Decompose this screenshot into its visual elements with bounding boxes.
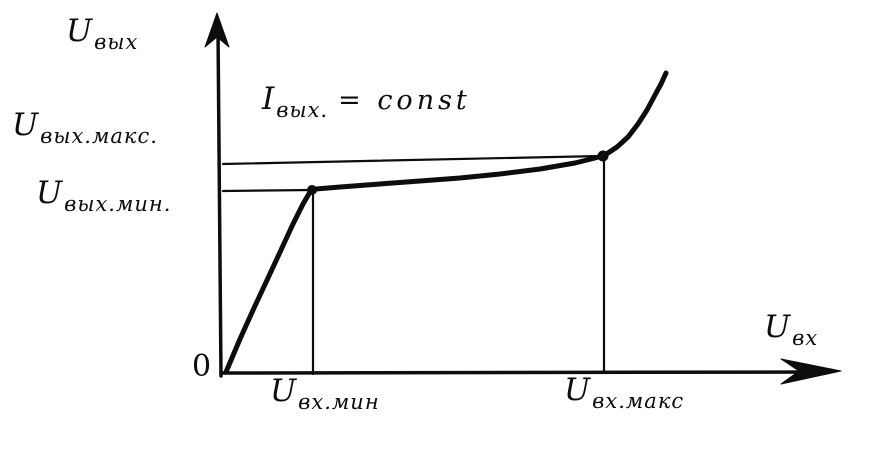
y-tick-label-uvyh-max: Uвых.макс. xyxy=(12,110,158,147)
x-min-symbol: U xyxy=(270,373,298,409)
reference-lines xyxy=(221,154,606,376)
x-tick-label-uvh-min: Uвх.мин xyxy=(270,376,380,413)
origin-label: 0 xyxy=(192,349,212,384)
y-tick-label-uvyh-min: Uвых.мин. xyxy=(36,178,171,215)
y-max-subscript: вых.макс. xyxy=(40,124,158,148)
y-axis-title-symbol: U xyxy=(66,13,94,49)
x-axis-title: Uвх xyxy=(764,312,818,349)
x-max-symbol: U xyxy=(564,372,592,408)
y-axis-title-subscript: вых xyxy=(94,30,139,54)
curve xyxy=(223,70,669,375)
y-min-symbol: U xyxy=(36,175,64,211)
y-min-subscript: вых.мин. xyxy=(64,192,172,216)
axes xyxy=(204,12,842,385)
x-max-subscript: вх.макс xyxy=(592,389,685,413)
y-axis-title: Uвых xyxy=(66,16,138,53)
annotation-const-text: = const xyxy=(338,85,471,116)
y-max-symbol: U xyxy=(12,107,40,143)
x-min-subscript: вх.мин xyxy=(298,390,380,414)
curve-knee-dots xyxy=(307,150,609,195)
annotation-ivyh-const: Iвых. = const xyxy=(262,84,471,121)
annotation-symbol: I xyxy=(262,81,276,117)
x-tick-label-uvh-max: Uвх.макс xyxy=(564,375,684,412)
x-axis-title-symbol: U xyxy=(764,309,792,345)
annotation-subscript: вых. xyxy=(276,98,329,122)
x-axis-title-subscript: вх xyxy=(792,326,819,350)
